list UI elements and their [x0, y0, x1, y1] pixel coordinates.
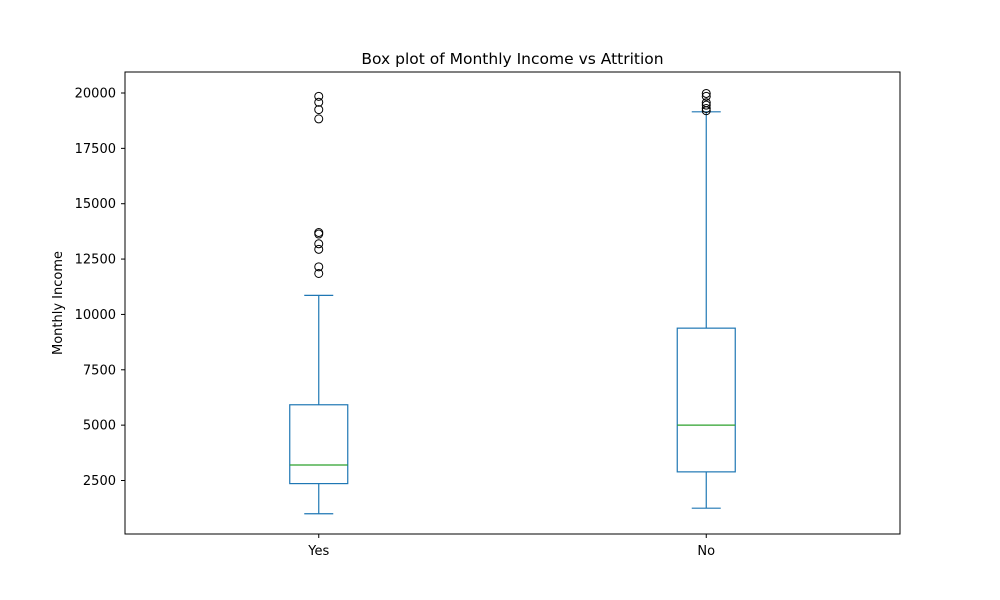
plot-frame [124, 71, 901, 535]
outlier-point-yes [314, 239, 324, 249]
outlier-point-yes [314, 114, 324, 124]
y-tick-label: 20000 [75, 87, 116, 102]
y-tick-label: 15000 [75, 197, 116, 212]
x-tick-label-no: No [697, 544, 715, 559]
y-tick-label: 17500 [75, 142, 116, 157]
plot-area: 2500 5000 7500 10000 12500 15000 17500 20000 Yes… [75, 87, 736, 559]
outlier-point-yes [314, 105, 324, 115]
y-tick-label: 12500 [75, 253, 116, 268]
x-tick-label-yes: Yes [307, 544, 329, 559]
outlier-point-no [701, 91, 711, 101]
outlier-point-yes [314, 97, 324, 107]
y-tick-label: 5000 [83, 419, 116, 434]
chart-title: Box plot of Monthly Income vs Attrition [361, 50, 663, 68]
y-tick-label: 7500 [83, 363, 116, 378]
outlier-point-yes [314, 268, 324, 278]
box-no [676, 327, 736, 473]
box-yes [289, 404, 349, 485]
y-tick-label: 10000 [75, 308, 116, 323]
outlier-point-no [701, 98, 711, 108]
outlier-point-no [701, 104, 711, 113]
y-axis-label: Monthly Income [51, 251, 66, 355]
outlier-point-no [701, 88, 711, 98]
outlier-point-yes [314, 244, 324, 254]
outlier-point-no [701, 100, 711, 110]
outlier-point-yes [314, 262, 324, 272]
outlier-point-yes [314, 91, 324, 101]
y-tick-label: 2500 [83, 474, 116, 489]
outlier-point-yes [314, 228, 324, 237]
